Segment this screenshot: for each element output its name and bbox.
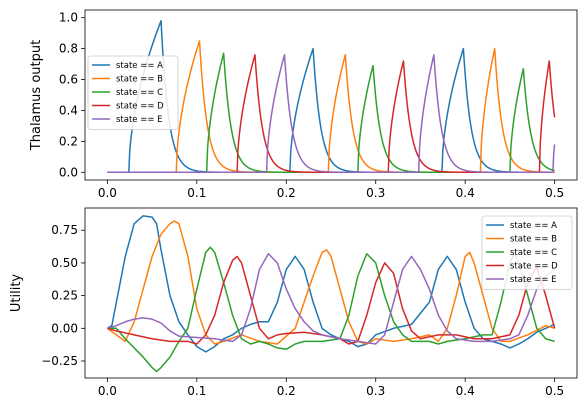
x-tick-label: 0.1: [187, 186, 206, 200]
series-line-state-c: [107, 246, 555, 373]
y-tick-label: 0.00: [51, 321, 78, 335]
x-tick-label: 0.4: [456, 384, 475, 398]
legend: state == A state == B state == C state == D…: [87, 55, 179, 130]
series-line-state-b: [106, 220, 555, 345]
legend-label: state == D: [116, 102, 164, 112]
y-tick-label: 0.2: [59, 134, 78, 148]
utility-panel: 0.0 0.1 0.2 0.3 0.4 0.5 −0.25 0.00 0.25 0.50 0.75 U…: [9, 207, 578, 398]
legend: state == A state == B state == C state == D…: [481, 215, 573, 290]
x-tick-label: 0.3: [366, 384, 385, 398]
y-tick-label: 0.6: [59, 73, 78, 87]
series-line-state-a: [107, 20, 555, 174]
legend-label: state == C: [116, 88, 163, 98]
legend-label: state == B: [510, 235, 557, 245]
y-tick-label: −0.25: [41, 354, 78, 368]
x-tick-label: 0.3: [366, 186, 385, 200]
y-tick-label: 0.50: [51, 256, 78, 270]
y-tick-label: 1.0: [59, 11, 78, 25]
y-tick-label: 0.25: [51, 289, 78, 303]
legend-label: state == E: [510, 275, 557, 285]
x-tick-label: 0.5: [545, 384, 564, 398]
y-axis-label: Utility: [9, 274, 24, 313]
legend-label: state == C: [510, 248, 557, 258]
x-tick-label: 0.4: [456, 186, 475, 200]
x-tick-label: 0.2: [277, 384, 296, 398]
y-axis-label: Thalamus output: [29, 40, 44, 151]
x-tick-label: 0.5: [545, 186, 564, 200]
legend-label: state == D: [510, 262, 558, 272]
legend-label: state == A: [116, 61, 163, 71]
y-tick-label: 0.0: [59, 165, 78, 179]
x-tick-label: 0.2: [277, 186, 296, 200]
legend-box: [481, 215, 573, 290]
thalamus-output-panel: 0.0 0.1 0.2 0.3 0.4 0.5 0.0 0.2 0.4 0.6 0.8 1.0 Thal…: [29, 9, 578, 200]
x-tick-label: 0.0: [98, 384, 117, 398]
series-lines: [106, 215, 556, 373]
y-tick-label: 0.8: [59, 42, 78, 56]
legend-label: state == B: [116, 75, 163, 85]
x-tick-label: 0.0: [98, 186, 117, 200]
y-tick-label: 0.4: [59, 103, 78, 117]
legend-box: [87, 55, 179, 130]
legend-label: state == A: [510, 221, 557, 231]
x-tick-label: 0.1: [187, 384, 206, 398]
series-line-state-e: [107, 54, 556, 174]
legend-label: state == E: [116, 115, 163, 125]
series-line-state-e: [107, 253, 556, 345]
y-tick-label: 0.75: [51, 223, 78, 237]
axes-frame: [84, 9, 578, 181]
axes-frame: [84, 207, 578, 379]
series-lines: [107, 20, 556, 174]
